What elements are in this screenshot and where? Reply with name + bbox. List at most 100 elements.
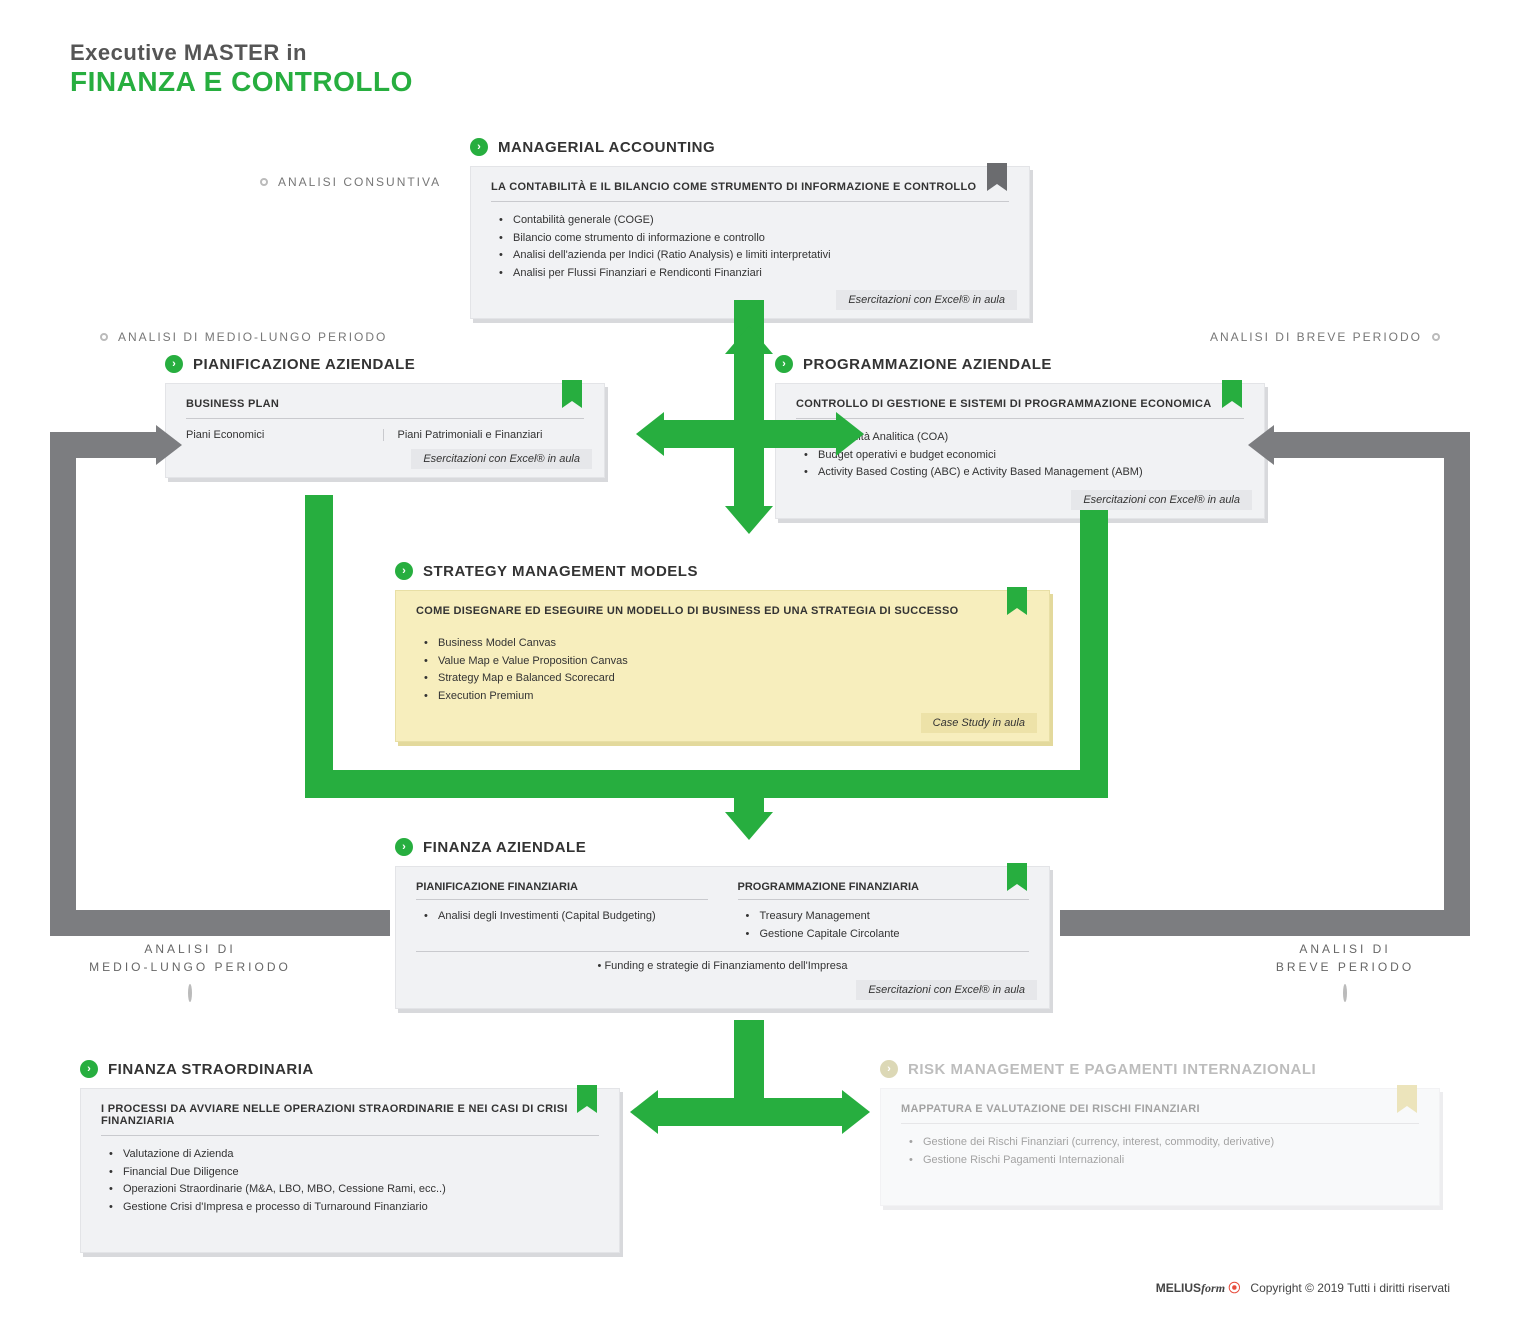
card-risk: MAPPATURA E VALUTAZIONE DEI RISCHI FINAN… (880, 1088, 1440, 1206)
esercitazioni-tag: Esercitazioni con Excel® in aula (836, 290, 1017, 310)
programmazione-title: PROGRAMMAZIONE AZIENDALE (803, 356, 1052, 373)
section-title-pianificazione: › PIANIFICAZIONE AZIENDALE (165, 355, 605, 373)
green-bar (655, 1098, 845, 1126)
arrow-down-icon (725, 506, 773, 534)
logo: MELIUSform ⦿ (1156, 1279, 1241, 1296)
logo-italic: form (1201, 1281, 1225, 1295)
fs-title: FINANZA STRAORDINARIA (108, 1061, 314, 1078)
arrow-right-grey-icon (156, 425, 182, 465)
footer: MELIUSform ⦿ Copyright © 2019 Tutti i di… (1156, 1279, 1450, 1296)
managerial-bullets: Contabilità generale (COGE) Bilancio com… (491, 212, 1009, 282)
chevron-right-icon: › (80, 1060, 98, 1078)
risk-title: RISK MANAGEMENT E PAGAMENTI INTERNAZIONA… (908, 1061, 1316, 1078)
fs-bullets: Valutazione di Azienda Financial Due Dil… (101, 1146, 599, 1216)
strategy-title: STRATEGY MANAGEMENT MODELS (423, 563, 698, 580)
cross-horizontal (660, 420, 840, 448)
bullet-item: Execution Premium (424, 688, 1029, 706)
pianificazione-subhead: BUSINESS PLAN (186, 398, 584, 419)
green-bar (1080, 510, 1108, 795)
stack-line: MEDIO-LUNGO PERIODO (60, 958, 320, 976)
fa-left-bullets: Analisi degli Investimenti (Capital Budg… (416, 908, 708, 926)
green-bar (734, 770, 764, 815)
label-analisi-medio-lungo: ANALISI DI MEDIO-LUNGO PERIODO (100, 330, 387, 344)
logo-dot-icon: ⦿ (1225, 1281, 1240, 1295)
fa-right-bullets: Treasury Management Gestione Capitale Ci… (738, 908, 1030, 943)
pianificazione-col1: Piani Economici (186, 429, 384, 441)
managerial-subhead: LA CONTABILITÀ E IL BILANCIO COME STRUME… (491, 181, 1009, 202)
chevron-right-icon: › (470, 138, 488, 156)
chevron-right-icon: › (395, 838, 413, 856)
bullet-item: Gestione Rischi Pagamenti Internazionali (909, 1152, 1419, 1170)
section-finanza-aziendale: › FINANZA AZIENDALE PIANIFICAZIONE FINAN… (395, 838, 1050, 1009)
copyright-text: Copyright © 2019 Tutti i diritti riserva… (1250, 1281, 1450, 1295)
fa-center-text: Funding e strategie di Finanziamento del… (604, 960, 847, 972)
bookmark-icon (1222, 380, 1242, 408)
stack-line: ANALISI DI (1230, 940, 1460, 958)
chevron-right-icon: › (395, 562, 413, 580)
section-risk: › RISK MANAGEMENT E PAGAMENTI INTERNAZIO… (880, 1060, 1440, 1206)
fs-subhead: I PROCESSI DA AVVIARE NELLE OPERAZIONI S… (101, 1103, 599, 1136)
chevron-right-icon: › (880, 1060, 898, 1078)
bookmark-icon (562, 380, 582, 408)
bullet-item: Analisi dell'azienda per Indici (Ratio A… (499, 247, 1009, 265)
section-title-strategy: › STRATEGY MANAGEMENT MODELS (395, 562, 1050, 580)
card-strategy: COME DISEGNARE ED ESEGUIRE UN MODELLO DI… (395, 590, 1050, 742)
esercitazioni-tag: Esercitazioni con Excel® in aula (1071, 490, 1252, 510)
bullet-item: Gestione Crisi d'Impresa e processo di T… (109, 1199, 599, 1217)
strategy-subhead: COME DISEGNARE ED ESEGUIRE UN MODELLO DI… (416, 605, 1029, 625)
fa-left-head: PIANIFICAZIONE FINANZIARIA (416, 881, 708, 900)
logo-plain: MELIUS (1156, 1281, 1201, 1295)
analisi-consuntiva-text: ANALISI CONSUNTIVA (278, 175, 441, 189)
fa-center-bullet: • Funding e strategie di Finanziamento d… (416, 951, 1029, 972)
bullet-item: Operazioni Straordinarie (M&A, LBO, MBO,… (109, 1181, 599, 1199)
bullet-item: Valutazione di Azienda (109, 1146, 599, 1164)
bullet-item: Activity Based Costing (ABC) e Activity … (804, 464, 1244, 482)
stack-line: BREVE PERIODO (1230, 958, 1460, 976)
fa-right-head: PROGRAMMAZIONE FINANZIARIA (738, 881, 1030, 900)
card-finanza-aziendale: PIANIFICAZIONE FINANZIARIA Analisi degli… (395, 866, 1050, 1009)
finanza-aziendale-title: FINANZA AZIENDALE (423, 839, 586, 856)
grey-bar (1060, 910, 1470, 936)
bookmark-icon (577, 1085, 597, 1113)
dot-icon (1432, 333, 1440, 341)
bullet-item: Treasury Management (746, 908, 1030, 926)
bookmark-icon (1007, 587, 1027, 615)
bullet-item: Value Map e Value Proposition Canvas (424, 653, 1029, 671)
arrow-down-icon (725, 812, 773, 840)
section-pianificazione: › PIANIFICAZIONE AZIENDALE BUSINESS PLAN… (165, 355, 605, 478)
header-line-2: FINANZA E CONTROLLO (70, 66, 413, 98)
analisi-medio-lungo-text: ANALISI DI MEDIO-LUNGO PERIODO (118, 330, 387, 344)
fa-right-col: PROGRAMMAZIONE FINANZIARIA Treasury Mana… (738, 881, 1030, 943)
arrow-left-icon (630, 1090, 658, 1134)
label-analisi-breve: ANALISI DI BREVE PERIODO (1210, 330, 1440, 344)
page-root: Executive MASTER in FINANZA E CONTROLLO … (0, 0, 1520, 1324)
label-medio-lungo-stack: ANALISI DI MEDIO-LUNGO PERIODO (60, 940, 320, 1002)
label-analisi-consuntiva: ANALISI CONSUNTIVA (260, 175, 441, 189)
bullet-item: Budget operativi e budget economici (804, 447, 1244, 465)
section-title-risk: › RISK MANAGEMENT E PAGAMENTI INTERNAZIO… (880, 1060, 1440, 1078)
risk-bullets: Gestione dei Rischi Finanziari (currency… (901, 1134, 1419, 1169)
dot-icon (100, 333, 108, 341)
card-managerial: LA CONTABILITÀ E IL BILANCIO COME STRUME… (470, 166, 1030, 319)
pianificazione-col2: Piani Patrimoniali e Finanziari (384, 429, 585, 441)
analisi-breve-text: ANALISI DI BREVE PERIODO (1210, 330, 1422, 344)
section-strategy: › STRATEGY MANAGEMENT MODELS COME DISEGN… (395, 562, 1050, 742)
label-breve-stack: ANALISI DI BREVE PERIODO (1230, 940, 1460, 1002)
managerial-title: MANAGERIAL ACCOUNTING (498, 139, 715, 156)
arrow-right-icon (836, 412, 864, 456)
page-header: Executive MASTER in FINANZA E CONTROLLO (70, 40, 413, 98)
section-title-finanza-straordinaria: › FINANZA STRAORDINARIA (80, 1060, 620, 1078)
grey-bar (1444, 432, 1470, 932)
bullet-item: Strategy Map e Balanced Scorecard (424, 670, 1029, 688)
stack-line: ANALISI DI (60, 940, 320, 958)
chevron-right-icon: › (775, 355, 793, 373)
dot-icon (1343, 984, 1347, 1002)
arrow-left-grey-icon (1248, 425, 1274, 465)
esercitazioni-tag: Esercitazioni con Excel® in aula (411, 449, 592, 469)
esercitazioni-tag: Esercitazioni con Excel® in aula (856, 980, 1037, 1000)
card-finanza-straordinaria: I PROCESSI DA AVVIARE NELLE OPERAZIONI S… (80, 1088, 620, 1253)
strategy-bullets: Business Model Canvas Value Map e Value … (416, 635, 1029, 705)
bullet-item: Contabilità generale (COGE) (499, 212, 1009, 230)
risk-subhead: MAPPATURA E VALUTAZIONE DEI RISCHI FINAN… (901, 1103, 1419, 1124)
bullet-item: Gestione Capitale Circolante (746, 926, 1030, 944)
